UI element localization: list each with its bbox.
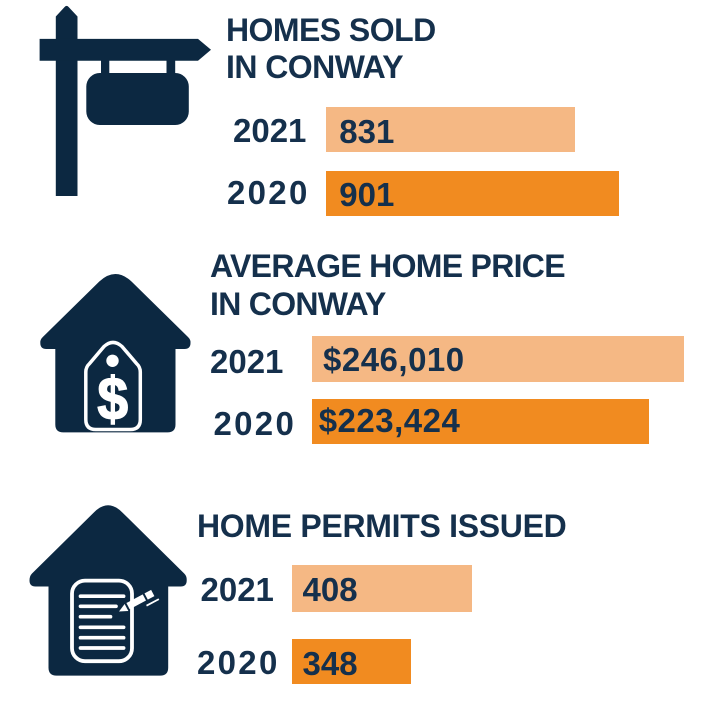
svg-text:$: $ xyxy=(97,366,128,433)
